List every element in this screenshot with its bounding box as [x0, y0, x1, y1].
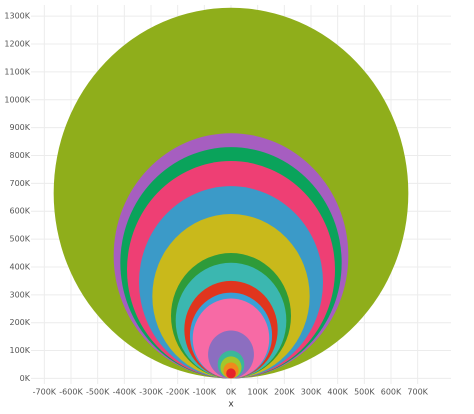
y-tick-label: 700K [9, 179, 30, 188]
y-tick-label: 0K [20, 374, 31, 383]
x-tick-label: 100K [247, 388, 268, 397]
x-tick-label: 400K [327, 388, 348, 397]
x-tick-label: 200K [274, 388, 295, 397]
x-tick-label: 500K [354, 388, 375, 397]
y-tick-label: 200K [9, 318, 30, 327]
y-tick-label: 1100K [4, 67, 30, 76]
y-tick-label: 1200K [4, 40, 30, 49]
y-tick-label: 800K [9, 151, 30, 160]
y-tick-label: 600K [9, 207, 30, 216]
y-tick-label: 1300K [4, 12, 30, 21]
x-tick-label: -700K [33, 388, 57, 397]
x-tick-label: 700K [407, 388, 428, 397]
x-tick-label: -500K [86, 388, 110, 397]
x-tick-label: 600K [381, 388, 402, 397]
x-tick-label: -300K [139, 388, 163, 397]
y-tick-label: 300K [9, 290, 30, 299]
x-tick-label: 0K [226, 388, 237, 397]
circle [226, 368, 236, 379]
y-tick-label: 100K [9, 346, 30, 355]
x-axis-label: x [228, 400, 234, 410]
x-tick-label: -100K [193, 388, 217, 397]
y-tick-label: 1000K [4, 95, 30, 104]
x-tick-label: -400K [113, 388, 137, 397]
x-tick-label: -600K [59, 388, 83, 397]
y-tick-label: 400K [9, 262, 30, 271]
y-tick-label: 500K [9, 235, 30, 244]
x-tick-label: -200K [166, 388, 190, 397]
x-tick-label: 300K [301, 388, 322, 397]
y-tick-label: 900K [9, 123, 30, 132]
